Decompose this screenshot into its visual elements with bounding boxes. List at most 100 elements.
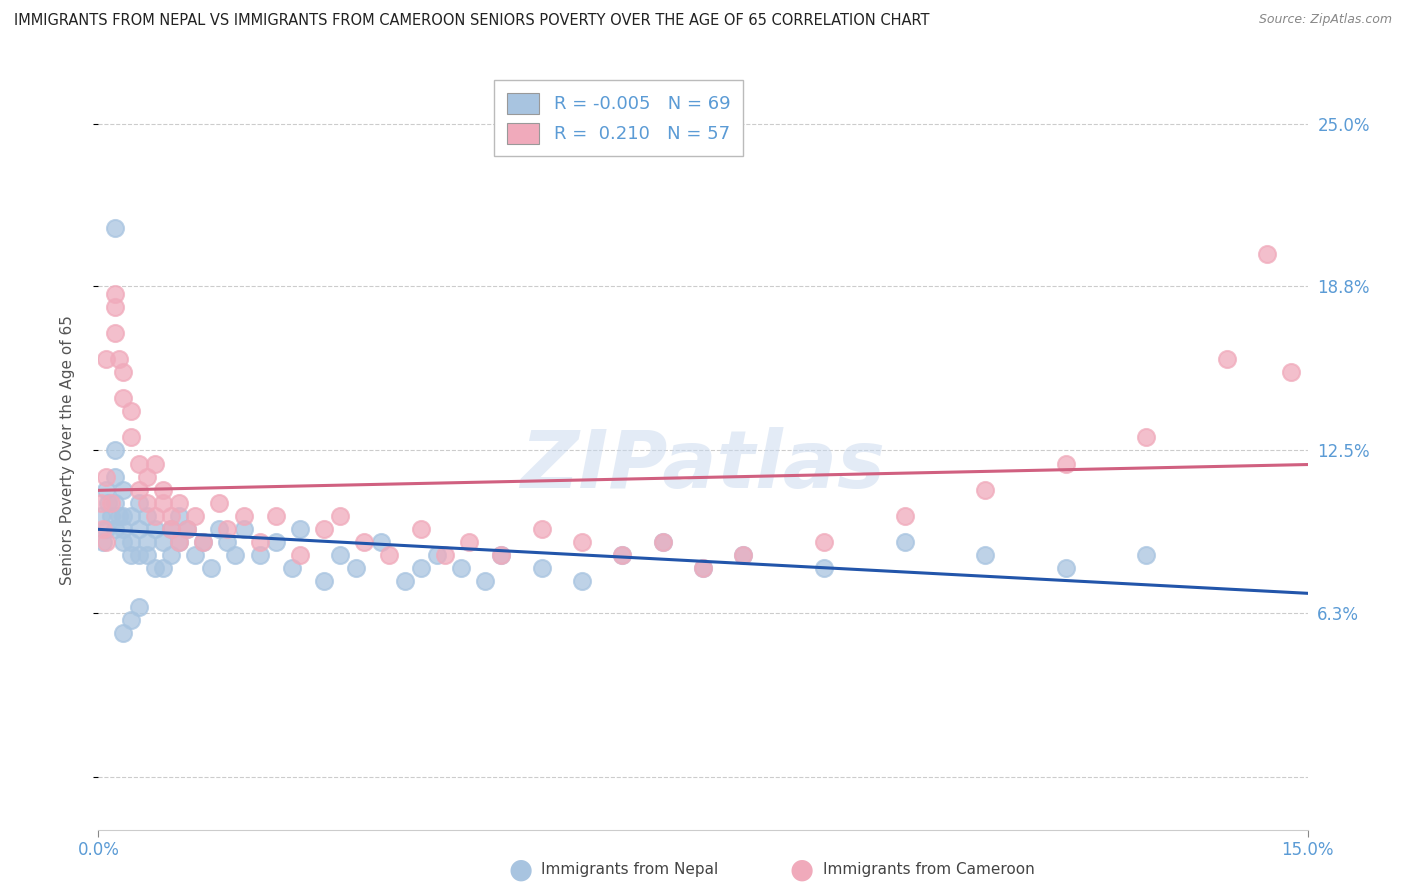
Point <box>314 522 336 536</box>
Point <box>184 508 207 523</box>
Point <box>120 508 142 523</box>
Point <box>111 391 134 405</box>
Y-axis label: Seniors Poverty Over the Age of 65: Seniors Poverty Over the Age of 65 <box>60 316 75 585</box>
Point <box>120 430 142 444</box>
Point <box>491 548 513 562</box>
Point <box>249 535 271 549</box>
Point <box>208 496 231 510</box>
Point <box>893 508 915 523</box>
Point <box>160 508 183 523</box>
Point <box>200 561 222 575</box>
Point <box>232 522 254 536</box>
Point <box>176 522 198 536</box>
Point <box>96 483 118 497</box>
Point <box>377 548 399 562</box>
Point <box>143 522 166 536</box>
Point <box>96 469 118 483</box>
Point <box>571 535 593 549</box>
Point <box>370 535 392 549</box>
Point <box>217 522 239 536</box>
Point <box>167 535 190 549</box>
Point <box>167 508 190 523</box>
Point <box>426 548 449 562</box>
Point <box>813 535 835 549</box>
Point <box>128 548 150 562</box>
Point <box>96 535 118 549</box>
Point <box>103 221 125 235</box>
Point <box>434 548 457 562</box>
Text: ●: ● <box>789 855 814 884</box>
Point <box>128 483 150 497</box>
Point <box>90 496 112 510</box>
Text: IMMIGRANTS FROM NEPAL VS IMMIGRANTS FROM CAMEROON SENIORS POVERTY OVER THE AGE O: IMMIGRANTS FROM NEPAL VS IMMIGRANTS FROM… <box>14 13 929 29</box>
Point <box>160 548 183 562</box>
Text: Immigrants from Nepal: Immigrants from Nepal <box>541 863 718 877</box>
Point <box>120 404 142 418</box>
Text: Source: ZipAtlas.com: Source: ZipAtlas.com <box>1258 13 1392 27</box>
Point <box>394 574 416 589</box>
Point <box>160 522 183 536</box>
Point <box>1281 365 1303 379</box>
Point <box>530 522 553 536</box>
Point <box>288 548 311 562</box>
Point <box>128 457 150 471</box>
Point <box>974 483 997 497</box>
Point <box>893 535 915 549</box>
Point <box>232 508 254 523</box>
Point <box>135 469 157 483</box>
Point <box>264 508 287 523</box>
Point <box>91 522 114 536</box>
Point <box>458 535 481 549</box>
Point <box>143 508 166 523</box>
Text: Immigrants from Cameroon: Immigrants from Cameroon <box>823 863 1035 877</box>
Point <box>135 496 157 510</box>
Point <box>103 326 125 340</box>
Point <box>91 535 114 549</box>
Point <box>120 535 142 549</box>
Point <box>111 626 134 640</box>
Point <box>733 548 755 562</box>
Point <box>152 483 174 497</box>
Point <box>193 535 215 549</box>
Point <box>120 614 142 628</box>
Point <box>111 535 134 549</box>
Point <box>100 508 122 523</box>
Point <box>152 535 174 549</box>
Point <box>103 522 125 536</box>
Point <box>103 443 125 458</box>
Point <box>103 496 125 510</box>
Point <box>96 351 118 366</box>
Point <box>813 561 835 575</box>
Point <box>111 522 134 536</box>
Point <box>111 508 134 523</box>
Point <box>90 508 112 523</box>
Point <box>974 548 997 562</box>
Point <box>97 496 120 510</box>
Text: ZIPatlas: ZIPatlas <box>520 426 886 505</box>
Point <box>103 469 125 483</box>
Point <box>100 496 122 510</box>
Point <box>450 561 472 575</box>
Point <box>692 561 714 575</box>
Point <box>612 548 634 562</box>
Point <box>143 457 166 471</box>
Point <box>135 508 157 523</box>
Point <box>1216 351 1239 366</box>
Point <box>651 535 673 549</box>
Point <box>103 300 125 314</box>
Point <box>288 522 311 536</box>
Point <box>571 574 593 589</box>
Point <box>474 574 496 589</box>
Point <box>344 561 367 575</box>
Point <box>1135 430 1157 444</box>
Point <box>249 548 271 562</box>
Point <box>612 548 634 562</box>
Point <box>329 548 352 562</box>
Point <box>217 535 239 549</box>
Point <box>353 535 375 549</box>
Point <box>103 286 125 301</box>
Point <box>1135 548 1157 562</box>
Point <box>96 522 118 536</box>
Point <box>160 522 183 536</box>
Point <box>128 600 150 615</box>
